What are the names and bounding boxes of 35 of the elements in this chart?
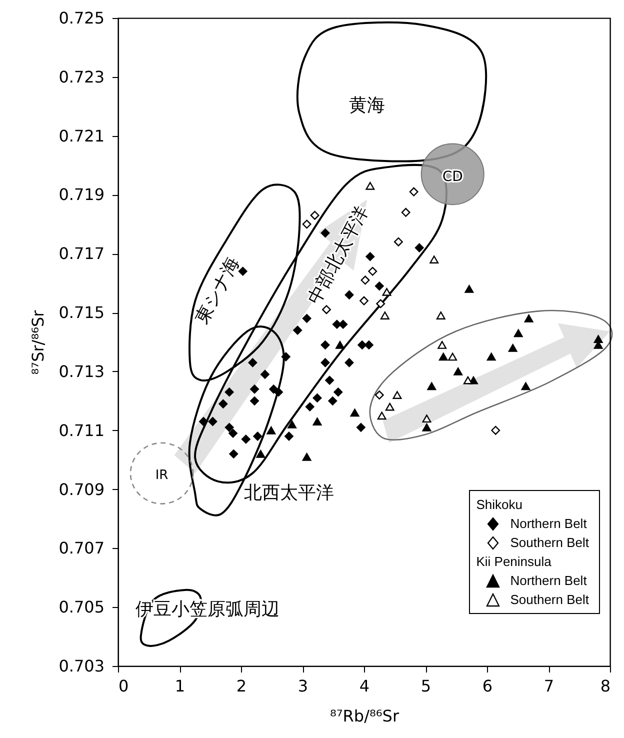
y-tick-label: 0.715 (58, 303, 104, 322)
x-tick-label: 7 (544, 676, 554, 696)
x-tick-label: 8 (600, 676, 610, 696)
y-tick-label: 0.719 (58, 185, 104, 204)
y-tick-label: 0.703 (58, 656, 104, 676)
legend-label: Northern Belt (510, 515, 587, 533)
x-tick-label: 3 (298, 676, 308, 696)
y-tick-label: 0.713 (58, 362, 104, 381)
x-axis-title: ⁸⁷Rb/⁸⁶Sr (330, 706, 400, 726)
annotation: 中部北太平洋 (304, 202, 374, 308)
y-tick-label: 0.709 (58, 480, 104, 499)
y-tick-label: 0.723 (58, 67, 104, 86)
legend-label: Northern Belt (510, 572, 587, 590)
y-axis-title: ⁸⁷Sr/⁸⁶Sr (28, 310, 48, 375)
y-tick-label: 0.725 (58, 8, 104, 28)
x-tick-label: 4 (359, 676, 370, 696)
y-tick-label: 0.707 (58, 538, 104, 558)
annotation: 黄海 (349, 95, 386, 116)
annotation: 東シナ海 (191, 254, 244, 328)
annotation: CD (442, 169, 463, 186)
annotation: Shikoku (476, 496, 524, 514)
x-tick-label: 0 (118, 676, 129, 696)
x-tick-label: 2 (236, 676, 247, 696)
legend-label: Southern Belt (510, 534, 589, 552)
annotation: 北西太平洋 (244, 482, 334, 504)
y-tick-label: 0.717 (58, 244, 104, 264)
x-tick-label: 5 (420, 676, 432, 696)
y-tick-label: 0.705 (58, 598, 104, 617)
x-tick-label: 6 (482, 676, 493, 696)
annotation: IR (155, 468, 168, 483)
y-tick-label: 0.721 (58, 126, 104, 146)
legend-label: Southern Belt (510, 591, 589, 609)
annotation: Kii Peninsula (476, 553, 552, 571)
x-tick-label: 1 (174, 676, 186, 696)
y-tick-label: 0.711 (58, 420, 104, 440)
